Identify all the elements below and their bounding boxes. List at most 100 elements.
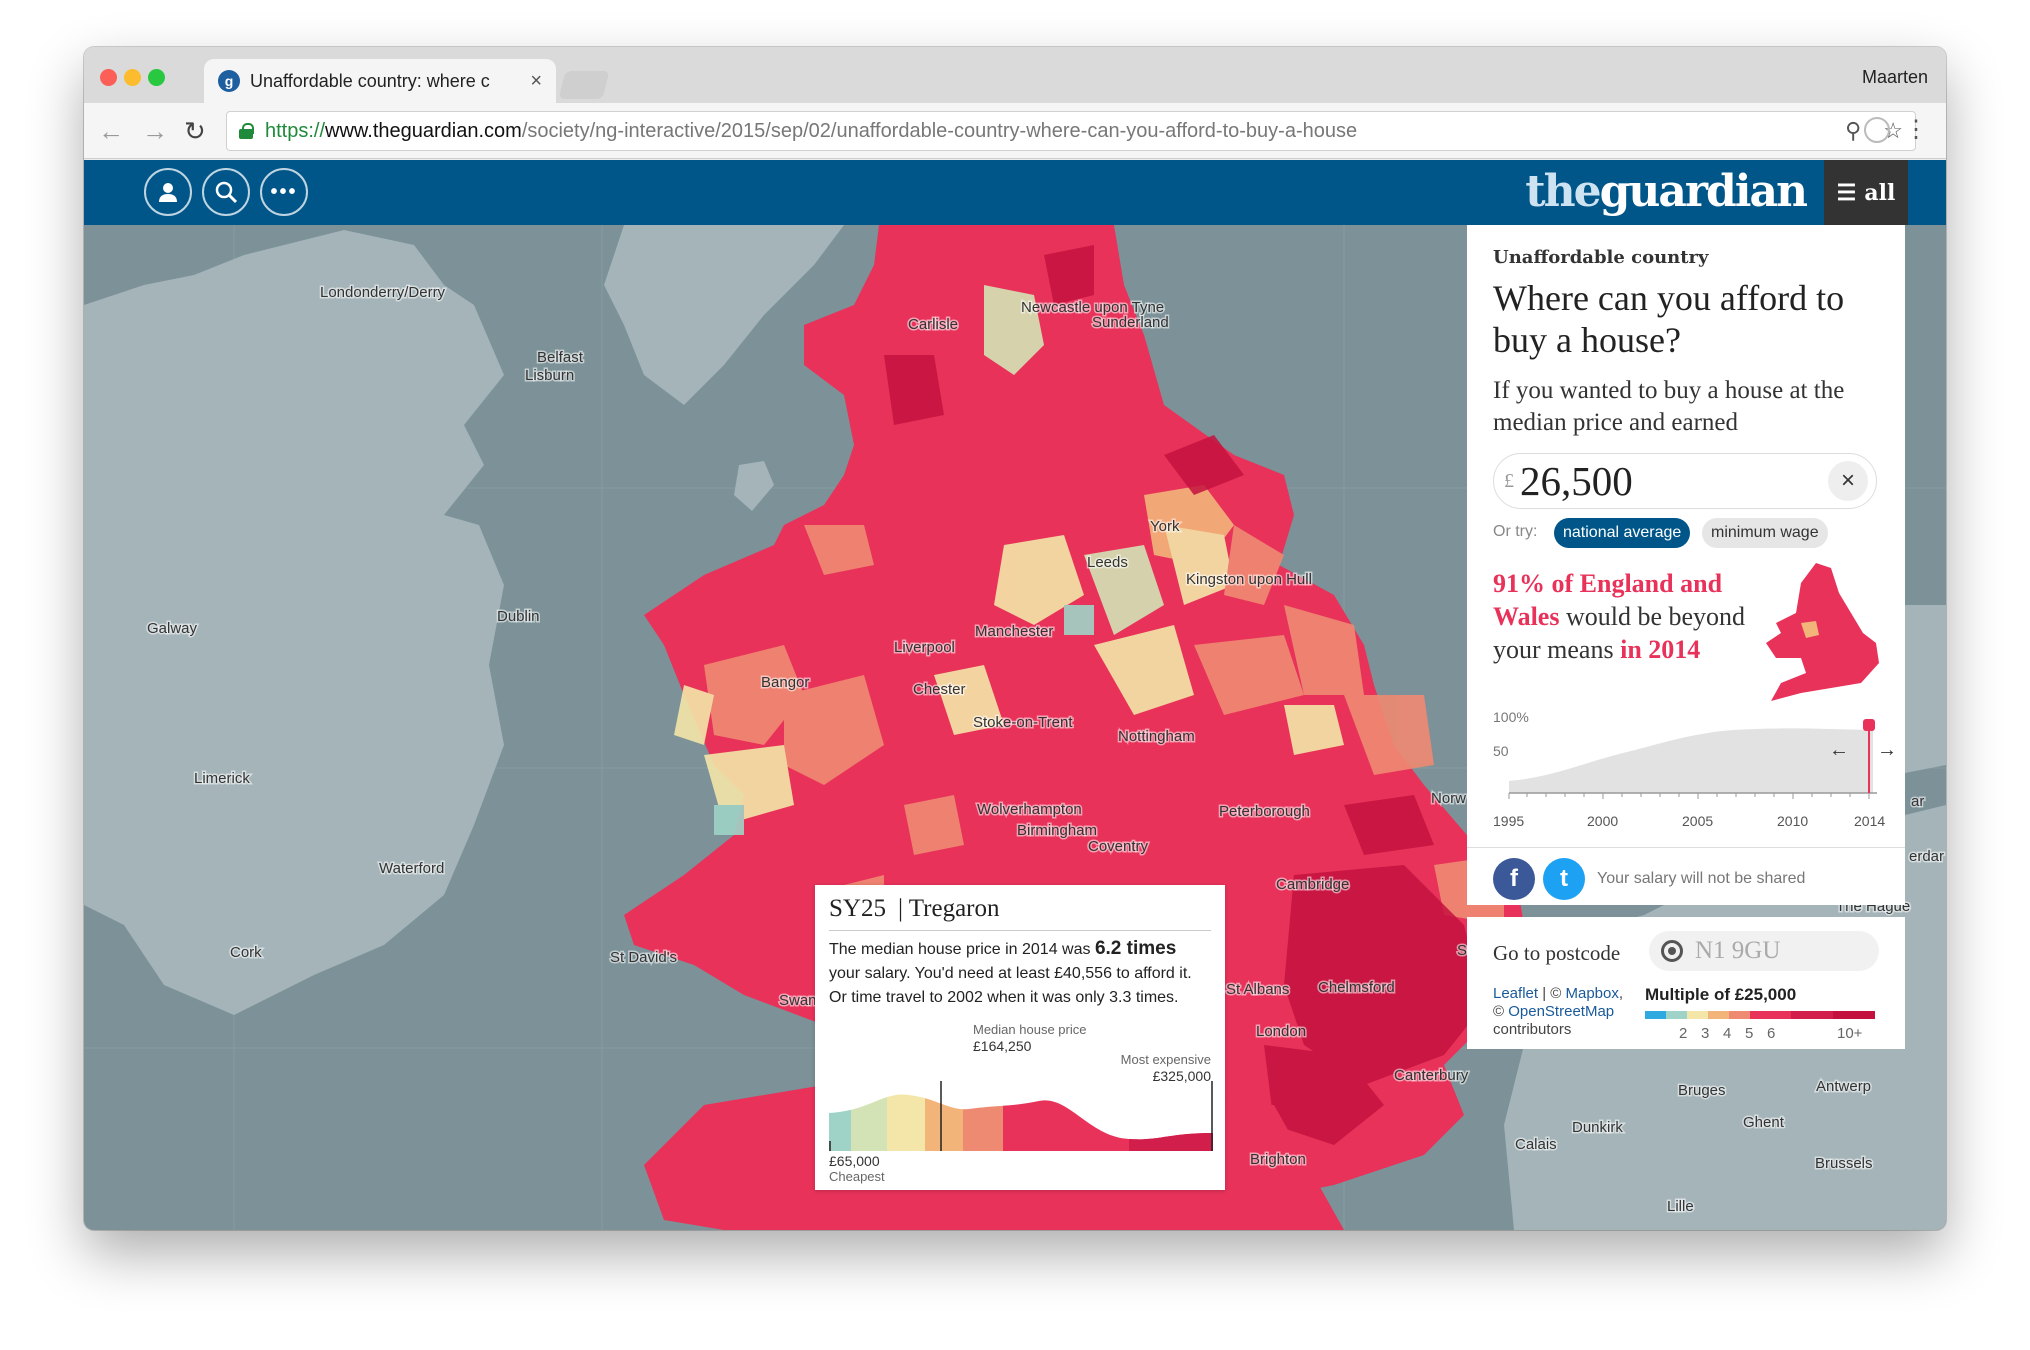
timeline-chart[interactable] <box>1493 713 1893 803</box>
map-label: Cork <box>230 944 262 961</box>
browser-window: g Unaffordable country: where c × Maarte… <box>84 47 1946 1230</box>
map-label: Wolverhampton <box>977 801 1082 818</box>
map-label: Lisburn <box>525 367 574 384</box>
minimize-window-button[interactable] <box>124 69 141 86</box>
price-distribution-chart <box>829 1081 1213 1151</box>
map-label: Nottingham <box>1118 728 1195 745</box>
map-label: Chester <box>913 681 966 698</box>
twitter-icon[interactable]: t <box>1543 858 1585 900</box>
map-label: Waterford <box>379 860 444 877</box>
leaflet-link[interactable]: Leaflet <box>1493 985 1539 1002</box>
map-label: Londonderry/Derry <box>320 284 446 301</box>
map-label: Liverpool <box>894 639 955 656</box>
map-label: Bangor <box>761 674 809 691</box>
national-average-button[interactable]: national average <box>1554 518 1691 548</box>
map-label: Brighton <box>1250 1151 1306 1168</box>
england-wales-mini-map <box>1766 563 1879 701</box>
browser-toolbar: ← → ↻ https://www.theguardian.com/societ… <box>84 103 1946 159</box>
year-tick: 1995 <box>1493 813 1525 829</box>
scotland-landmass <box>604 225 844 405</box>
map-label: Dublin <box>497 608 540 625</box>
tab-title: Unaffordable country: where c <box>250 70 490 91</box>
map-label: Coventry <box>1088 838 1149 855</box>
map-label: Galway <box>147 620 198 637</box>
close-window-button[interactable] <box>100 69 117 86</box>
tooltip-title: SY25 | Tregaron <box>829 895 1000 922</box>
zoom-window-button[interactable] <box>148 69 165 86</box>
currency-symbol: £ <box>1504 469 1514 492</box>
map-label: Peterborough <box>1219 803 1310 820</box>
legend-number: 5 <box>1745 1025 1754 1042</box>
legend-swatch <box>1665 1011 1687 1019</box>
more-icon[interactable]: ••• <box>260 168 308 216</box>
locate-icon[interactable] <box>1661 940 1683 962</box>
map-label: Stoke-on-Trent <box>973 714 1073 731</box>
back-arrow-icon[interactable]: ← <box>98 116 124 146</box>
legend-swatch <box>1833 1011 1875 1019</box>
postcode-input[interactable]: N1 9GU <box>1649 931 1879 971</box>
profile-name[interactable]: Maarten <box>1861 67 1928 87</box>
legend-number: 6 <box>1767 1025 1776 1042</box>
user-icon[interactable] <box>144 168 192 216</box>
axis-label-50: 50 <box>1493 743 1509 759</box>
legend-swatch <box>1645 1011 1666 1019</box>
new-tab-button[interactable] <box>558 71 610 99</box>
tab-close-icon[interactable]: × <box>530 69 542 92</box>
map-label: York <box>1150 518 1180 535</box>
salary-input[interactable]: £ 26,500 × <box>1493 453 1877 509</box>
left-arrow-icon[interactable]: ← <box>1829 739 1849 761</box>
map-label: Chelmsford <box>1318 979 1395 996</box>
max-label: Most expensive <box>1120 1052 1211 1067</box>
map-label: Manchester <box>975 623 1053 640</box>
map-label: Sunderland <box>1092 314 1169 331</box>
zoom-icon[interactable]: ⚲ <box>1845 118 1862 143</box>
address-bar[interactable]: https://www.theguardian.com/society/ng-i… <box>226 111 1916 151</box>
year-tick: 2000 <box>1587 813 1619 829</box>
legend-swatch <box>1728 1011 1750 1019</box>
reload-icon[interactable]: ↻ <box>184 116 206 146</box>
map-label: ar <box>1911 793 1924 810</box>
all-sections-button[interactable]: ☰ all <box>1824 160 1908 225</box>
map[interactable]: Londonderry/Derry Belfast Lisburn Galway… <box>84 225 1946 1230</box>
timeline-handle[interactable] <box>1863 719 1875 731</box>
right-arrow-icon[interactable]: → <box>1877 739 1897 761</box>
or-try-label: Or try: <box>1493 523 1538 540</box>
search-icon[interactable] <box>202 168 250 216</box>
legend-swatch <box>1707 1011 1729 1019</box>
max-value: £325,000 <box>1152 1068 1211 1084</box>
guardian-logo[interactable]: theguardian <box>1525 166 1808 217</box>
facebook-icon[interactable]: f <box>1493 858 1535 900</box>
map-label: Brussels <box>1815 1155 1873 1172</box>
close-icon[interactable]: × <box>1828 461 1868 501</box>
tab-strip: g Unaffordable country: where c × Maarte… <box>84 47 1946 103</box>
legend-number: 3 <box>1701 1025 1710 1042</box>
tooltip-divider <box>829 930 1211 931</box>
legend-number: 2 <box>1679 1025 1688 1042</box>
map-label: St David's <box>610 949 677 966</box>
map-label: St Albans <box>1226 981 1289 998</box>
year-tick: 2010 <box>1777 813 1809 829</box>
url-text: https://www.theguardian.com/society/ng-i… <box>265 119 1358 142</box>
guardian-header: ••• theguardian ☰ all <box>84 160 1946 225</box>
legend-swatch <box>1686 1011 1708 1019</box>
postcode-placeholder: N1 9GU <box>1695 937 1781 964</box>
minimum-wage-button[interactable]: minimum wage <box>1702 518 1828 548</box>
map-attribution: Leaflet | © Mapbox, © OpenStreetMap cont… <box>1493 985 1624 1038</box>
legend-swatch <box>1749 1011 1792 1019</box>
median-label: Median house price <box>973 1022 1087 1037</box>
controls-panel: Unaffordable country Where can you affor… <box>1467 225 1905 905</box>
extension-icon[interactable] <box>1864 117 1890 143</box>
forward-arrow-icon[interactable]: → <box>142 116 168 146</box>
map-label: Cambridge <box>1276 876 1349 893</box>
browser-tab[interactable]: g Unaffordable country: where c × <box>204 59 556 103</box>
legend-swatch <box>1791 1011 1834 1019</box>
menu-kebab-icon[interactable]: ⋮ <box>1904 116 1928 143</box>
map-label: Swan <box>779 992 817 1009</box>
map-place-labels: Londonderry/Derry Belfast Lisburn Galway… <box>146 283 1946 1217</box>
salary-value[interactable]: 26,500 <box>1520 458 1633 504</box>
map-label: Newcastle upon Tyne <box>1021 299 1164 316</box>
legend-title: Multiple of £25,000 <box>1645 985 1797 1004</box>
map-label: Lille <box>1667 1198 1694 1215</box>
osm-link[interactable]: OpenStreetMap <box>1508 1003 1615 1020</box>
mapbox-link[interactable]: Mapbox <box>1565 985 1619 1002</box>
